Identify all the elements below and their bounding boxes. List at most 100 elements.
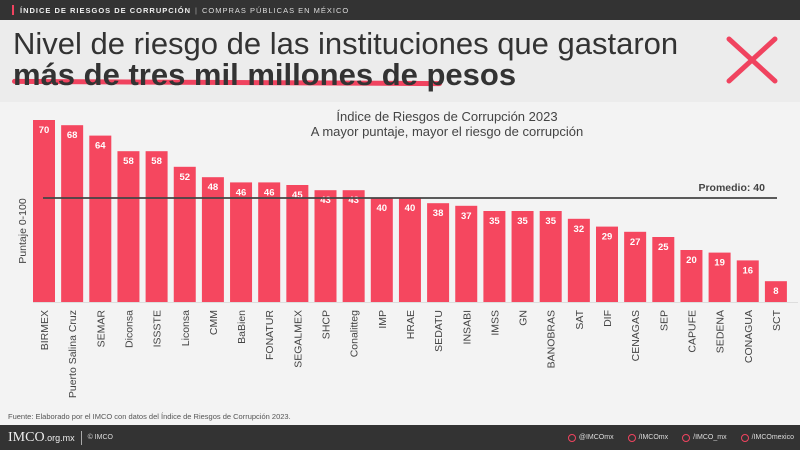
bar-diconsa (117, 151, 140, 302)
bar-sat (567, 218, 590, 302)
bar-banobras (539, 211, 562, 302)
data-label: 58 (151, 156, 162, 167)
data-label: 20 (686, 255, 697, 266)
bar-gn (511, 211, 534, 302)
category-label: INSABI (461, 310, 473, 344)
bar-sct (764, 281, 787, 302)
social-twitter[interactable]: @IMCOmx (567, 433, 614, 442)
chart-subtitle: A mayor puntaje, mayor el riesgo de corr… (311, 124, 583, 139)
bar-babien (230, 182, 253, 302)
data-label: 70 (39, 125, 50, 136)
category-label: SEGALMEX (292, 310, 304, 368)
data-label: 25 (658, 242, 669, 253)
data-label: 64 (95, 141, 106, 152)
category-label: SAT (574, 309, 586, 329)
bar-birmex (33, 120, 55, 302)
data-label: 38 (433, 208, 444, 219)
bar-hrae (398, 198, 421, 302)
divider: | (195, 5, 198, 15)
youtube-icon (740, 433, 749, 442)
subsection-label: COMPRAS PÚBLICAS EN MÉXICO (201, 5, 350, 15)
category-label: CONAGUA (743, 310, 755, 363)
social-youtube[interactable]: /IMCOmexico (740, 433, 794, 442)
data-label: 8 (773, 286, 778, 297)
category-label: SEP (658, 310, 670, 331)
data-label: 32 (574, 224, 585, 235)
category-label: Conalitteg (349, 310, 361, 357)
page-title: Nivel de riesgo de las instituciones que… (13, 26, 679, 61)
bar-issste (145, 151, 168, 302)
category-label: DIF (602, 310, 614, 327)
category-label: SHCP (321, 310, 333, 339)
data-label: 19 (714, 258, 725, 269)
bar-capufe (680, 250, 703, 302)
chart-title: Índice de Riesgos de Corrupción 2023 (336, 109, 557, 124)
instagram-icon (682, 433, 691, 442)
category-label: SEDATU (433, 310, 445, 352)
imco-logo[interactable]: IMCO.org.mx (8, 429, 75, 445)
top-bar: ÍNDICE DE RIESGOS DE CORRUPCIÓN | COMPRA… (0, 0, 800, 20)
data-label: 43 (320, 195, 331, 206)
page-title-emphasis: más de tres mil millones de pesos (13, 57, 517, 92)
category-label: CENAGAS (630, 310, 642, 361)
bar-fonatur (258, 182, 281, 302)
bar-semar (89, 135, 112, 302)
data-label: 37 (461, 211, 472, 222)
facebook-icon (627, 433, 636, 442)
data-label: 35 (517, 216, 528, 227)
category-label: CMM (208, 310, 220, 335)
category-label: BIRMEX (39, 310, 51, 350)
section-label: ÍNDICE DE RIESGOS DE CORRUPCIÓN (20, 5, 192, 15)
data-label: 46 (264, 187, 275, 198)
bar-liconsa (173, 166, 196, 302)
y-axis-label: Puntaje 0-100 (17, 198, 29, 264)
data-label: 52 (179, 172, 190, 183)
bar-puerto-salina-cruz (61, 125, 84, 302)
bar-conalitteg (342, 190, 365, 302)
footer: IMCO.org.mx © IMCO @IMCOmx /IMCOmx /IMCO… (0, 425, 800, 450)
data-label: 35 (489, 216, 500, 227)
twitter-icon (567, 433, 576, 442)
bar-imss (483, 211, 506, 302)
bar-sep (652, 237, 675, 302)
category-label: ISSSTE (152, 310, 164, 347)
bar-shcp (314, 190, 337, 302)
social-facebook[interactable]: /IMCOmx (627, 433, 668, 442)
source-note: Fuente: Elaborado por el IMCO con datos … (8, 412, 291, 421)
category-label: FONATUR (264, 310, 276, 360)
copyright: © IMCO (87, 434, 113, 441)
category-label: IMSS (489, 310, 501, 336)
data-label: 35 (545, 216, 556, 227)
divider (80, 430, 82, 445)
bar-cmm (201, 177, 224, 302)
social-links: @IMCOmx /IMCOmx /IMCO_mx /IMCOmexico (567, 433, 794, 442)
category-label: SCT (771, 309, 783, 331)
header-band (0, 20, 800, 102)
data-label: 40 (377, 203, 388, 214)
x-mark-icon[interactable] (726, 36, 778, 84)
data-label: 29 (602, 232, 613, 243)
category-label: SEDENA (715, 310, 727, 353)
data-label: 43 (348, 195, 359, 206)
category-label: BANOBRAS (546, 310, 558, 368)
category-label: Puerto Salina Cruz (67, 310, 79, 398)
category-label: BaBien (236, 310, 248, 344)
data-label: 16 (742, 265, 753, 276)
bar-conagua (736, 260, 759, 302)
bar-imp (370, 198, 393, 302)
bar-sedena (708, 252, 731, 302)
data-label: 48 (208, 182, 219, 193)
data-label: 58 (123, 156, 134, 167)
social-instagram[interactable]: /IMCO_mx (682, 433, 727, 442)
data-label: 46 (236, 187, 247, 198)
accent-mark (12, 5, 14, 15)
data-label: 27 (630, 237, 641, 248)
category-label: Liconsa (180, 310, 192, 346)
category-label: CAPUFE (686, 310, 698, 353)
data-label: 40 (405, 203, 416, 214)
data-label: 45 (292, 190, 303, 201)
category-label: GN (518, 310, 530, 326)
category-label: Diconsa (123, 310, 135, 348)
average-label: Promedio: 40 (698, 182, 765, 194)
